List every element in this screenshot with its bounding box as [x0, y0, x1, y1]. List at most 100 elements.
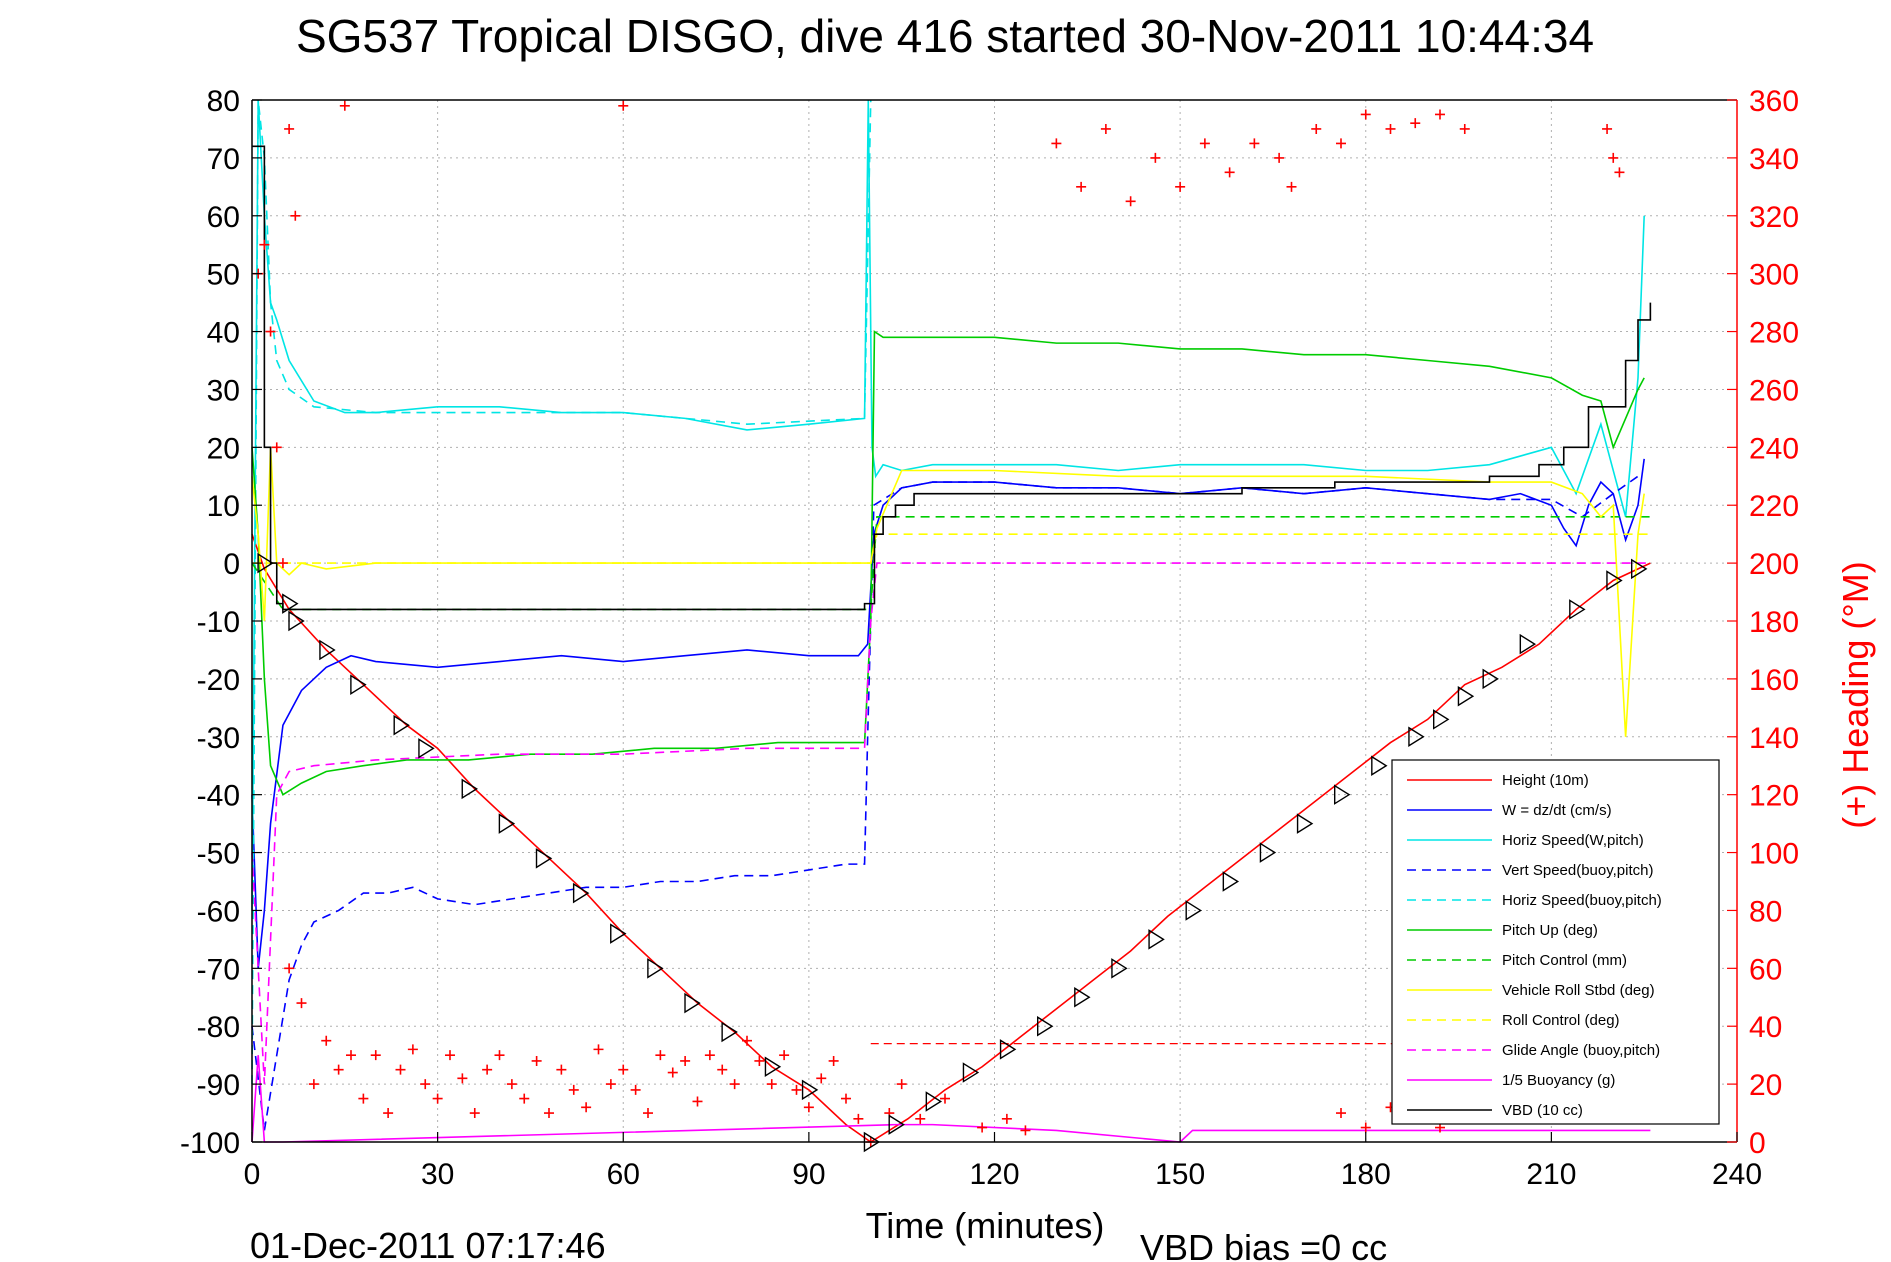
- y-right-tick-label: 40: [1749, 1011, 1782, 1044]
- y-left-tick-label: -50: [197, 838, 240, 871]
- heading-point: [531, 1055, 542, 1066]
- y-left-tick-label: -80: [197, 1011, 240, 1044]
- heading-point: [494, 1050, 505, 1061]
- y-left-tick-label: 30: [207, 374, 240, 407]
- heading-point: [915, 1113, 926, 1124]
- y-left-tick-label: 60: [207, 201, 240, 234]
- y-left-tick-label: 40: [207, 317, 240, 350]
- legend-entry-pitch_up: Pitch Up (deg): [1502, 922, 1598, 939]
- y-right-tick-label: 200: [1749, 548, 1799, 581]
- heading-point: [742, 1035, 752, 1046]
- heading-point: [519, 1093, 530, 1104]
- heading-point: [643, 1108, 653, 1119]
- marker-triangle: [498, 813, 516, 834]
- legend-entry-roll_stbd: Vehicle Roll Stbd (deg): [1502, 982, 1655, 999]
- y-right-tick-label: 260: [1749, 374, 1799, 407]
- y-right-tick-label: 60: [1749, 953, 1782, 986]
- heading-point: [333, 1064, 344, 1075]
- marker-triangle: [610, 923, 627, 944]
- marker-triangle: [1222, 871, 1240, 892]
- footer-timestamp: 01-Dec-2011 07:17:46: [250, 1225, 606, 1262]
- heading-point: [290, 210, 301, 221]
- legend: Height (10m) W = dz/dt (cm/s) Horiz Speed(…: [1391, 759, 1720, 1125]
- heading-point: [383, 1108, 394, 1119]
- y-left-tick-label: 50: [207, 259, 240, 292]
- heading-point: [346, 1050, 356, 1061]
- marker-triangle: [350, 674, 367, 695]
- marker-triangle: [535, 848, 553, 869]
- plot-area: [251, 99, 1652, 1153]
- y-left-tick-label: 80: [207, 85, 240, 118]
- marker-triangle: [319, 639, 336, 661]
- marker-triangle: [801, 1079, 819, 1101]
- heading-point: [308, 1079, 319, 1090]
- heading-point: [420, 1079, 431, 1090]
- heading-point: [581, 1102, 592, 1113]
- heading-point: [791, 1084, 802, 1095]
- heading-point: [1311, 123, 1322, 134]
- heading-point: [1435, 109, 1445, 120]
- marker-triangle: [1569, 599, 1586, 620]
- legend-entry-roll_control: Roll Control (deg): [1502, 1012, 1620, 1029]
- heading-point: [265, 326, 276, 337]
- series-line-roll_stbd: [251, 447, 1645, 737]
- series-line-horiz_speed_buoy: [251, 99, 872, 1085]
- y-right-tick-label: 120: [1749, 780, 1799, 813]
- y-right-tick-label: 360: [1749, 85, 1799, 118]
- marker-triangle: [393, 714, 410, 736]
- heading-point: [370, 1050, 381, 1061]
- marker-triangle: [1296, 813, 1314, 834]
- heading-point: [1410, 118, 1421, 129]
- heading-point: [977, 1122, 988, 1133]
- heading-point: [1336, 138, 1346, 149]
- x-tick-label: 240: [1712, 1158, 1762, 1191]
- y-left-tick-label: -100: [180, 1127, 240, 1160]
- heading-point: [717, 1064, 728, 1075]
- heading-point: [1385, 123, 1396, 134]
- legend-entry-height: Height (10m): [1502, 772, 1589, 789]
- y-right-tick-label: 140: [1749, 722, 1799, 755]
- heading-point: [779, 1050, 790, 1061]
- heading-point: [556, 1064, 567, 1075]
- y-right-tick-label: 280: [1749, 317, 1799, 350]
- y-right-tick-label: 0: [1749, 1127, 1766, 1160]
- series-line-horiz_speed: [251, 99, 1645, 911]
- marker-triangle: [288, 610, 305, 632]
- heading-point: [816, 1073, 827, 1084]
- y-right-tick-label: 320: [1749, 201, 1799, 234]
- marker-triangle: [1457, 685, 1475, 707]
- marker-triangle: [1074, 987, 1091, 1008]
- heading-point: [1020, 1125, 1031, 1136]
- heading-point: [407, 1044, 418, 1055]
- y-right-tick-label: 340: [1749, 143, 1799, 176]
- y-left-tick-label: -30: [197, 722, 240, 755]
- marker-triangle: [1519, 633, 1537, 655]
- marker-triangle: [1333, 784, 1351, 805]
- heading-point: [680, 1055, 691, 1066]
- heading-point: [568, 1084, 579, 1095]
- heading-point: [296, 998, 307, 1009]
- y-left-tick-label: 0: [223, 548, 240, 581]
- marker-triangle: [572, 882, 590, 904]
- legend-entry-glide_angle: Glide Angle (buoy,pitch): [1502, 1042, 1660, 1059]
- footer-vbd-bias: VBD bias =0 cc: [1140, 1227, 1387, 1262]
- heading-point: [259, 239, 270, 250]
- marker-triangle: [1036, 1015, 1054, 1037]
- heading-point: [506, 1079, 517, 1090]
- series-line-roll_control: [252, 533, 1651, 564]
- heading-point: [754, 1055, 765, 1066]
- x-tick-label: 120: [969, 1158, 1019, 1191]
- x-tick-label: 60: [607, 1158, 640, 1191]
- heading-point: [692, 1096, 703, 1107]
- marker-triangle: [1111, 958, 1128, 979]
- marker-triangle: [1482, 668, 1499, 690]
- heading-point: [1249, 138, 1260, 149]
- marker-triangle: [888, 1114, 905, 1135]
- heading-point: [1001, 1113, 1012, 1124]
- y-left-tick-label: -90: [197, 1069, 240, 1102]
- y-right-tick-label: 220: [1749, 490, 1799, 523]
- marker-triangle: [282, 593, 299, 614]
- heading-point: [1608, 152, 1619, 163]
- heading-point: [593, 1044, 604, 1055]
